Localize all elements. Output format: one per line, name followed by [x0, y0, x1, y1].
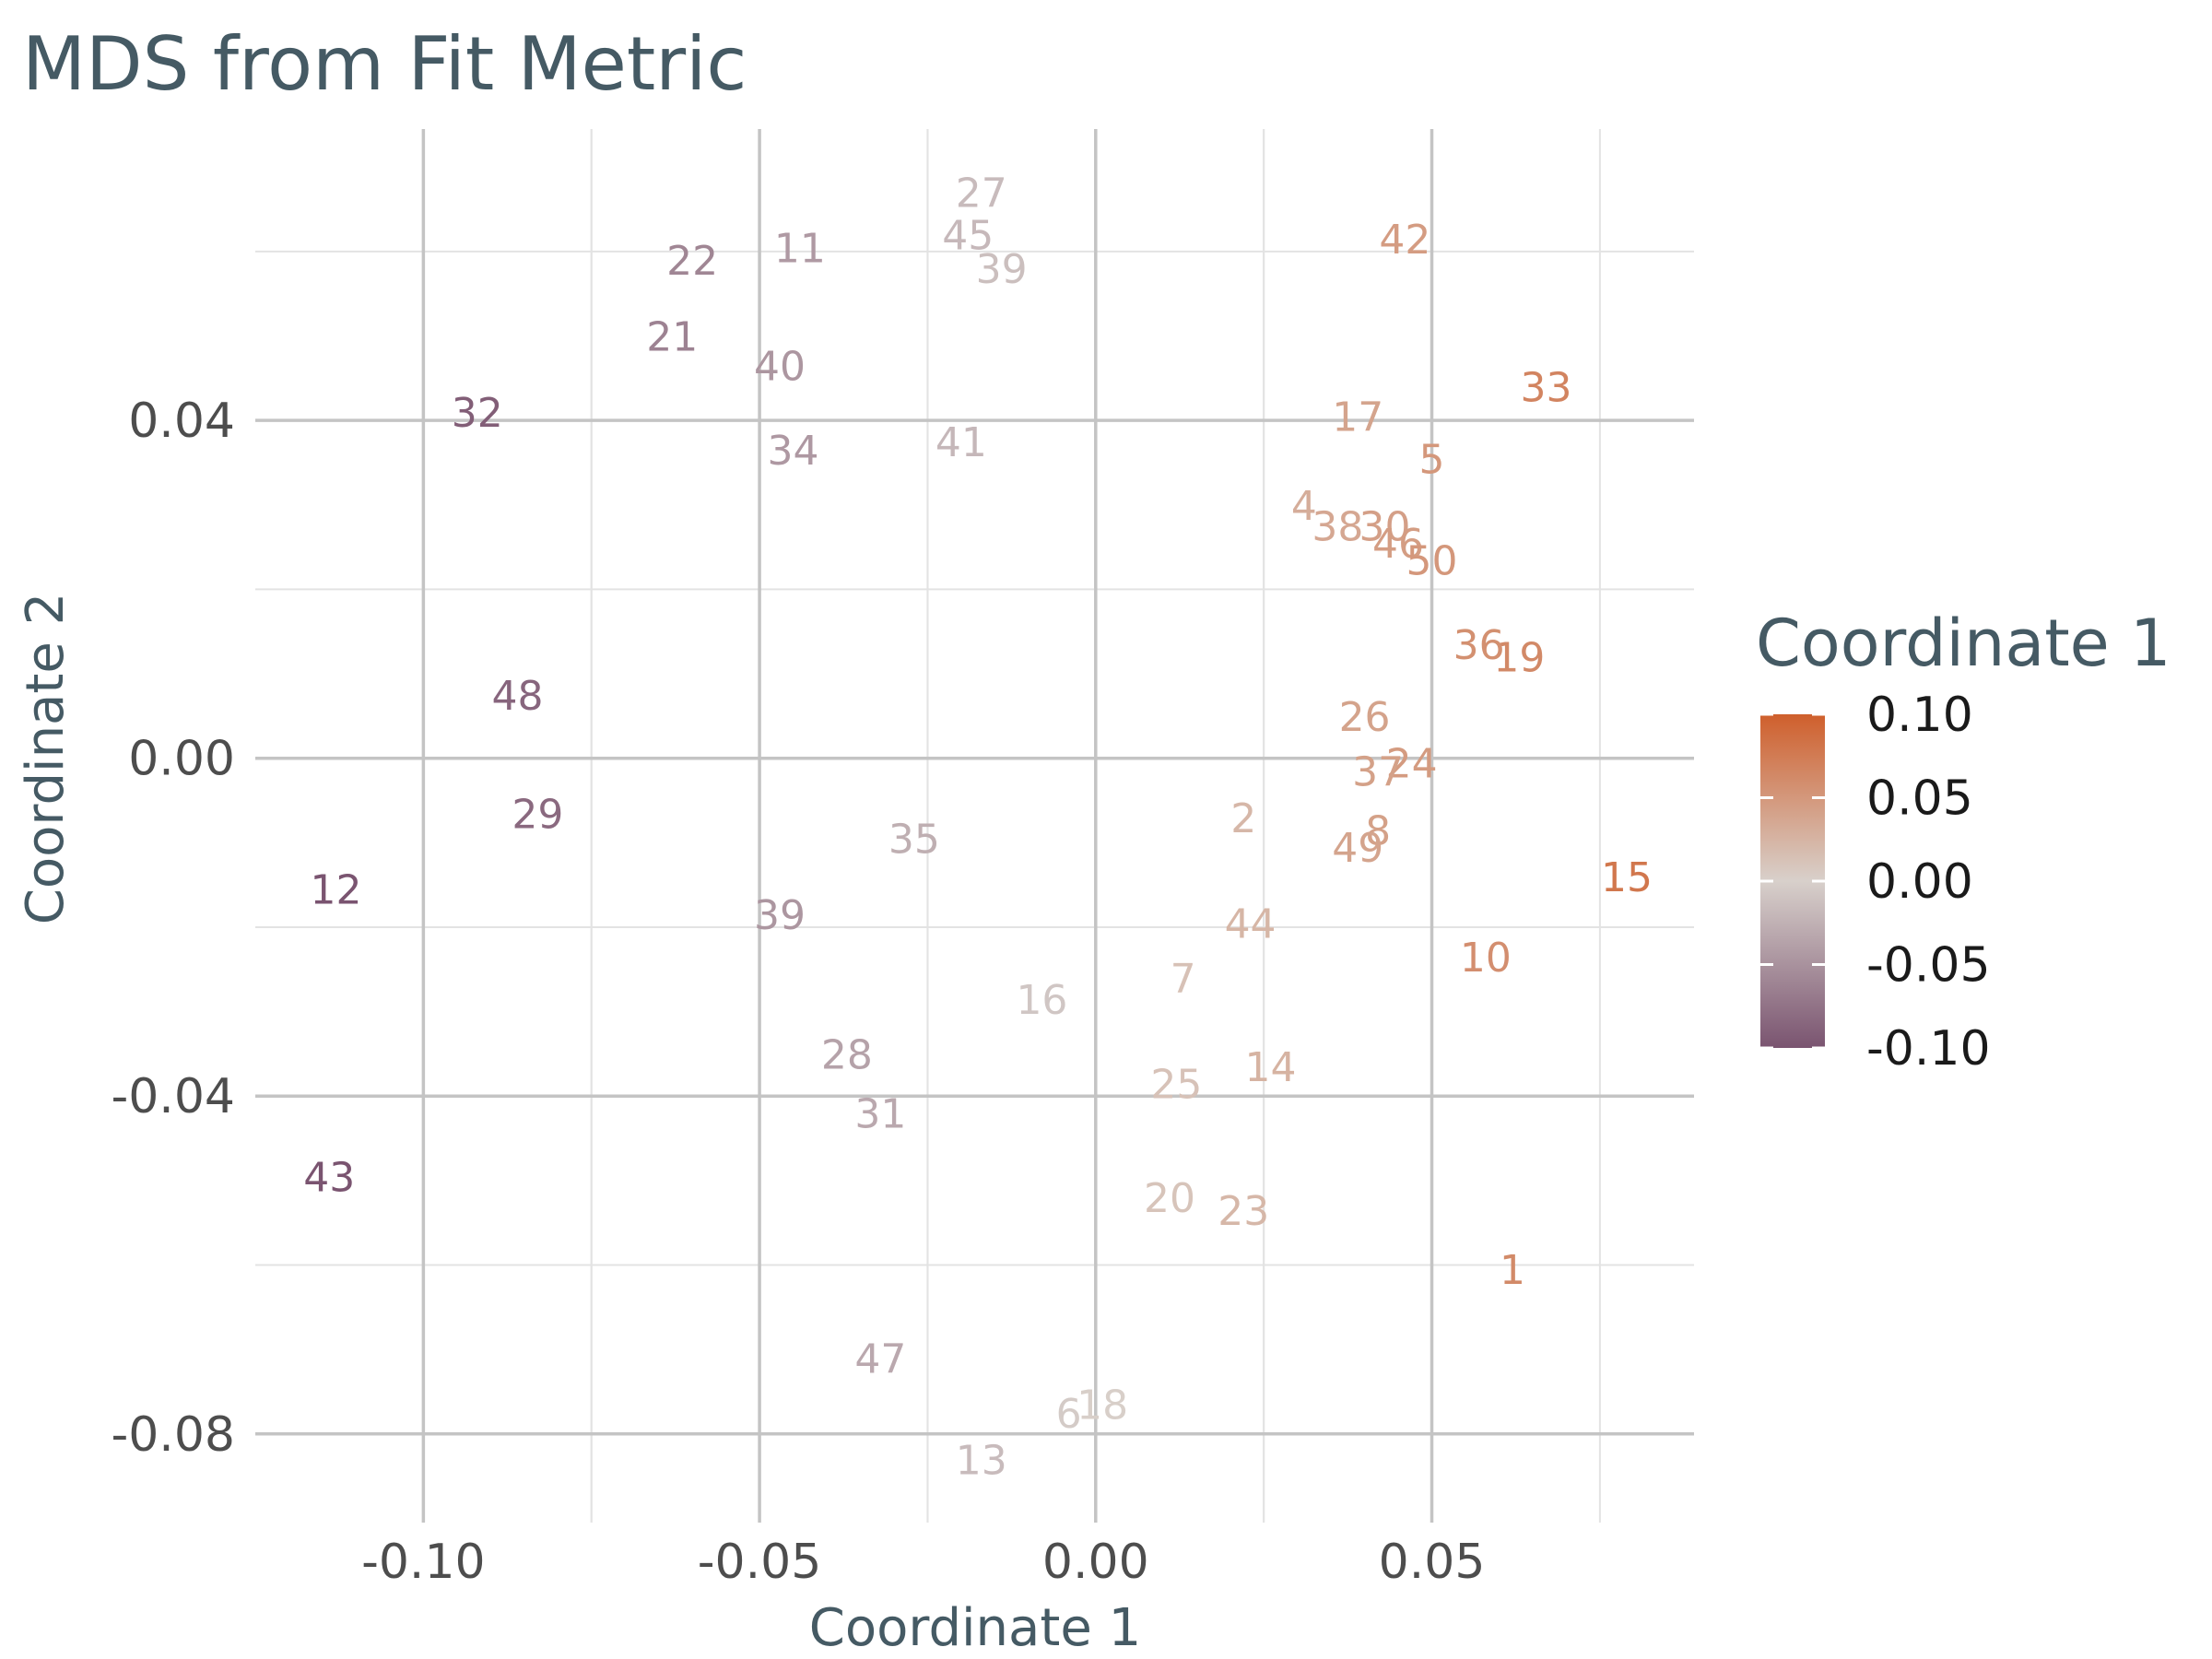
point-label: 17 [1332, 394, 1383, 441]
x-tick-label: -0.05 [698, 1535, 822, 1590]
point-label: 19 [1493, 635, 1545, 682]
point-label: 30 [1359, 504, 1410, 551]
point-label: 7 [1171, 956, 1196, 1003]
point-label: 33 [1521, 364, 1572, 411]
point-label: 38 [1312, 504, 1363, 551]
point-label: 44 [1225, 900, 1277, 947]
point-label: 25 [1150, 1061, 1202, 1108]
y-axis-title: Coordinate 2 [16, 593, 76, 924]
point-label: 1 [1500, 1247, 1525, 1294]
point-label: 23 [1218, 1188, 1269, 1235]
point-label: 34 [768, 428, 819, 475]
point-label: 26 [1339, 694, 1391, 741]
point-label: 18 [1077, 1382, 1128, 1430]
y-tick-label: -0.08 [111, 1407, 235, 1463]
x-tick-labels: -0.10 -0.05 0.00 0.05 [361, 1535, 1485, 1590]
point-label: 4 [1291, 483, 1317, 530]
y-tick-label: -0.04 [111, 1069, 235, 1124]
point-label: 48 [491, 673, 543, 720]
point-label: 28 [821, 1031, 873, 1078]
legend-ticks: 0.10 0.05 0.00 -0.05 -0.10 [1760, 688, 1991, 1077]
point-label: 43 [303, 1154, 355, 1201]
x-axis-title: Coordinate 1 [809, 1598, 1141, 1658]
point-label: 6 [1056, 1391, 1082, 1438]
y-tick-label: 0.04 [128, 394, 235, 449]
point-label: 22 [666, 238, 718, 285]
point-label: 15 [1601, 854, 1653, 901]
point-label: 39 [754, 892, 806, 939]
point-label: 49 [1332, 825, 1383, 872]
point-label: 20 [1144, 1175, 1195, 1222]
x-tick-label: 0.05 [1379, 1535, 1486, 1590]
point-label: 31 [854, 1091, 906, 1138]
point-label: 14 [1244, 1044, 1296, 1091]
legend-tick-label: 0.05 [1866, 771, 1973, 827]
point-label: 32 [452, 390, 503, 437]
point-label: 45 [942, 213, 994, 260]
point-label: 41 [935, 419, 987, 466]
legend-tick-label: 0.10 [1866, 688, 1973, 743]
point-label: 10 [1460, 935, 1512, 982]
point-label: 47 [854, 1335, 906, 1382]
x-tick-label: -0.10 [361, 1535, 486, 1590]
point-label: 8 [1365, 808, 1391, 855]
chart-title: MDS from Fit Metric [22, 21, 747, 107]
point-label: 42 [1379, 217, 1430, 264]
point-label: 50 [1406, 537, 1458, 584]
point-label: 16 [1016, 977, 1067, 1024]
y-tick-label: 0.00 [128, 732, 235, 787]
point-label: 36 [1453, 622, 1505, 669]
legend-tick-label: -0.10 [1866, 1021, 1991, 1077]
point-label: 35 [888, 817, 940, 864]
point-label: 24 [1386, 740, 1438, 787]
legend: Coordinate 1 0.10 0.05 0.00 -0.05 -0.10 [1756, 606, 2171, 1077]
point-label: 46 [1372, 521, 1424, 568]
grid [255, 129, 1694, 1523]
point-label: 5 [1419, 436, 1445, 483]
point-label: 27 [956, 171, 1007, 218]
point-label: 21 [646, 314, 698, 361]
legend-title: Coordinate 1 [1756, 606, 2171, 681]
point-label: 11 [774, 225, 826, 272]
y-tick-labels: 0.04 0.00 -0.04 -0.08 [111, 394, 235, 1463]
point-label: 13 [956, 1437, 1007, 1484]
legend-tick-label: -0.05 [1866, 938, 1991, 994]
point-label: 40 [754, 344, 806, 391]
x-tick-label: 0.00 [1042, 1535, 1149, 1590]
point-label: 29 [512, 791, 563, 838]
point-label: 37 [1352, 748, 1404, 795]
legend-tick-label: 0.00 [1866, 854, 1973, 910]
point-label: 12 [311, 867, 362, 914]
data-points: 1245678101112131415161718192021222324252… [303, 171, 1653, 1485]
point-label: 2 [1230, 795, 1256, 842]
point-label: 39 [976, 246, 1028, 293]
